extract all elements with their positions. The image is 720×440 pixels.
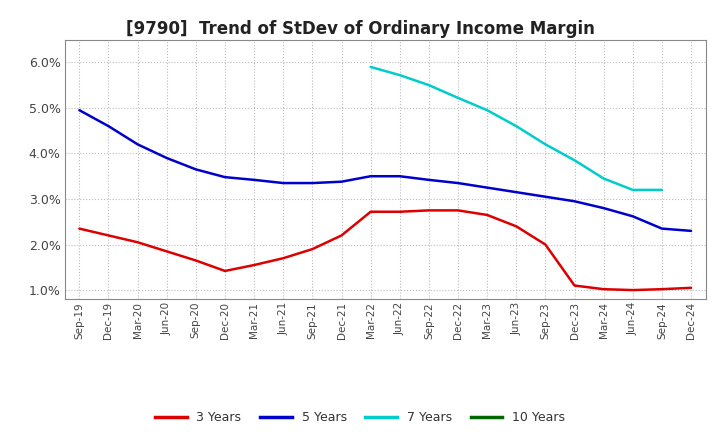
3 Years bbox=[308, 246, 317, 252]
5 Years bbox=[541, 194, 550, 199]
5 Years bbox=[133, 142, 142, 147]
7 Years bbox=[541, 142, 550, 147]
7 Years bbox=[395, 73, 404, 78]
3 Years bbox=[337, 233, 346, 238]
3 Years bbox=[425, 208, 433, 213]
7 Years bbox=[570, 158, 579, 163]
3 Years bbox=[687, 285, 696, 290]
5 Years bbox=[629, 214, 637, 219]
Line: 3 Years: 3 Years bbox=[79, 210, 691, 290]
5 Years bbox=[250, 177, 258, 183]
5 Years bbox=[657, 226, 666, 231]
7 Years bbox=[657, 187, 666, 193]
Legend: 3 Years, 5 Years, 7 Years, 10 Years: 3 Years, 5 Years, 7 Years, 10 Years bbox=[150, 407, 570, 429]
5 Years bbox=[395, 174, 404, 179]
3 Years bbox=[250, 262, 258, 268]
5 Years bbox=[512, 190, 521, 195]
Text: [9790]  Trend of StDev of Ordinary Income Margin: [9790] Trend of StDev of Ordinary Income… bbox=[125, 20, 595, 38]
5 Years bbox=[75, 107, 84, 113]
5 Years bbox=[220, 175, 229, 180]
7 Years bbox=[425, 83, 433, 88]
5 Years bbox=[599, 205, 608, 211]
7 Years bbox=[366, 64, 375, 70]
3 Years bbox=[599, 286, 608, 292]
5 Years bbox=[366, 174, 375, 179]
5 Years bbox=[570, 198, 579, 204]
7 Years bbox=[599, 176, 608, 181]
3 Years bbox=[657, 286, 666, 292]
3 Years bbox=[192, 258, 200, 263]
Line: 5 Years: 5 Years bbox=[79, 110, 691, 231]
3 Years bbox=[454, 208, 462, 213]
5 Years bbox=[337, 179, 346, 184]
7 Years bbox=[483, 107, 492, 113]
7 Years bbox=[629, 187, 637, 193]
3 Years bbox=[570, 283, 579, 288]
3 Years bbox=[75, 226, 84, 231]
3 Years bbox=[163, 249, 171, 254]
5 Years bbox=[308, 180, 317, 186]
7 Years bbox=[454, 95, 462, 100]
3 Years bbox=[483, 213, 492, 218]
5 Years bbox=[425, 177, 433, 183]
3 Years bbox=[366, 209, 375, 214]
3 Years bbox=[279, 256, 287, 261]
3 Years bbox=[104, 233, 113, 238]
Line: 7 Years: 7 Years bbox=[371, 67, 662, 190]
5 Years bbox=[279, 180, 287, 186]
3 Years bbox=[395, 209, 404, 214]
7 Years bbox=[512, 124, 521, 129]
3 Years bbox=[541, 242, 550, 247]
5 Years bbox=[454, 180, 462, 186]
3 Years bbox=[220, 268, 229, 274]
3 Years bbox=[512, 224, 521, 229]
5 Years bbox=[104, 124, 113, 129]
3 Years bbox=[629, 287, 637, 293]
5 Years bbox=[483, 185, 492, 190]
5 Years bbox=[687, 228, 696, 234]
5 Years bbox=[192, 167, 200, 172]
3 Years bbox=[133, 240, 142, 245]
5 Years bbox=[163, 155, 171, 161]
